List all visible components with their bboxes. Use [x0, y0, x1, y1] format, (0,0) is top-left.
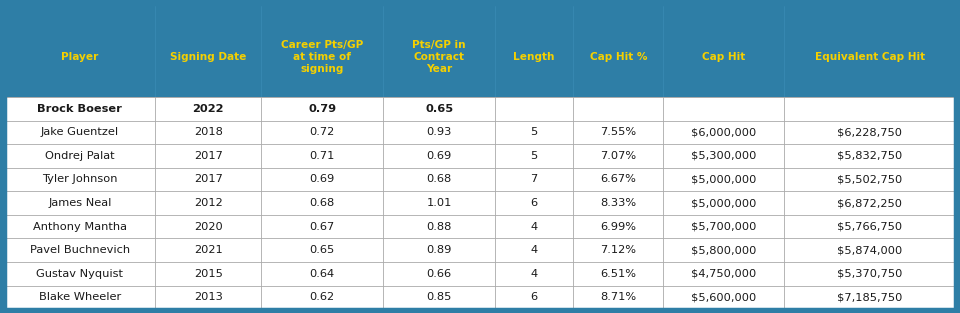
- Bar: [5, 121, 955, 144]
- Bar: [5, 191, 955, 215]
- Text: $5,000,000: $5,000,000: [691, 198, 756, 208]
- Text: Length: Length: [514, 52, 555, 62]
- Bar: [5, 215, 955, 239]
- Text: $6,000,000: $6,000,000: [691, 127, 756, 137]
- Text: 4: 4: [531, 222, 538, 232]
- Text: Jake Guentzel: Jake Guentzel: [41, 127, 119, 137]
- Text: Player: Player: [61, 52, 99, 62]
- Text: 5: 5: [531, 151, 538, 161]
- Text: $5,370,750: $5,370,750: [837, 269, 902, 279]
- Text: 6: 6: [531, 292, 538, 302]
- Text: 2015: 2015: [194, 269, 223, 279]
- Text: 0.67: 0.67: [310, 222, 335, 232]
- Text: 0.72: 0.72: [310, 127, 335, 137]
- Text: $5,300,000: $5,300,000: [691, 151, 756, 161]
- Text: 2017: 2017: [194, 151, 223, 161]
- Text: Career Pts/GP
at time of
signing: Career Pts/GP at time of signing: [281, 40, 363, 74]
- Text: 8.71%: 8.71%: [600, 292, 636, 302]
- Text: 0.68: 0.68: [310, 198, 335, 208]
- Text: James Neal: James Neal: [48, 198, 111, 208]
- Text: $7,185,750: $7,185,750: [837, 292, 902, 302]
- Text: 6: 6: [531, 198, 538, 208]
- Text: 7.12%: 7.12%: [600, 245, 636, 255]
- Text: $4,750,000: $4,750,000: [691, 269, 756, 279]
- Text: Gustav Nyquist: Gustav Nyquist: [36, 269, 124, 279]
- Text: 6.99%: 6.99%: [600, 222, 636, 232]
- Text: 1.01: 1.01: [426, 198, 452, 208]
- Text: $5,000,000: $5,000,000: [691, 174, 756, 184]
- Text: 2018: 2018: [194, 127, 223, 137]
- Text: 2013: 2013: [194, 292, 223, 302]
- Text: 0.93: 0.93: [426, 127, 452, 137]
- Text: Signing Date: Signing Date: [170, 52, 247, 62]
- Bar: [5, 239, 955, 262]
- Bar: [5, 4, 955, 97]
- Text: 8.33%: 8.33%: [600, 198, 636, 208]
- Text: 2021: 2021: [194, 245, 223, 255]
- Text: 0.89: 0.89: [426, 245, 452, 255]
- Text: $5,700,000: $5,700,000: [691, 222, 756, 232]
- Text: $6,872,250: $6,872,250: [837, 198, 902, 208]
- Bar: [5, 168, 955, 191]
- Text: 0.88: 0.88: [426, 222, 452, 232]
- Text: Pts/GP in
Contract
Year: Pts/GP in Contract Year: [413, 40, 466, 74]
- Text: 7.55%: 7.55%: [600, 127, 636, 137]
- Text: Brock Boeser: Brock Boeser: [37, 104, 122, 114]
- Text: Cap Hit %: Cap Hit %: [589, 52, 647, 62]
- Text: 7.07%: 7.07%: [600, 151, 636, 161]
- Text: 5: 5: [531, 127, 538, 137]
- Text: 0.66: 0.66: [426, 269, 452, 279]
- Text: 0.79: 0.79: [308, 104, 336, 114]
- Bar: [5, 97, 955, 121]
- Text: $5,766,750: $5,766,750: [837, 222, 902, 232]
- Text: 0.65: 0.65: [425, 104, 453, 114]
- Text: $5,874,000: $5,874,000: [837, 245, 902, 255]
- Text: 0.71: 0.71: [309, 151, 335, 161]
- Text: 6.67%: 6.67%: [600, 174, 636, 184]
- Text: $5,832,750: $5,832,750: [837, 151, 902, 161]
- Text: $5,502,750: $5,502,750: [837, 174, 902, 184]
- Bar: [5, 286, 955, 309]
- Text: 4: 4: [531, 245, 538, 255]
- Text: Blake Wheeler: Blake Wheeler: [38, 292, 121, 302]
- Text: 0.69: 0.69: [426, 151, 452, 161]
- Text: 2020: 2020: [194, 222, 223, 232]
- Text: $6,228,750: $6,228,750: [837, 127, 902, 137]
- Text: Equivalent Cap Hit: Equivalent Cap Hit: [815, 52, 924, 62]
- Bar: [5, 262, 955, 286]
- Text: 2012: 2012: [194, 198, 223, 208]
- Text: 0.85: 0.85: [426, 292, 452, 302]
- Text: 0.62: 0.62: [310, 292, 335, 302]
- Text: 4: 4: [531, 269, 538, 279]
- Text: Anthony Mantha: Anthony Mantha: [33, 222, 127, 232]
- Text: 6.51%: 6.51%: [600, 269, 636, 279]
- Text: 0.69: 0.69: [310, 174, 335, 184]
- Text: Pavel Buchnevich: Pavel Buchnevich: [30, 245, 130, 255]
- Text: 0.65: 0.65: [310, 245, 335, 255]
- Text: 0.68: 0.68: [426, 174, 452, 184]
- Bar: [5, 144, 955, 168]
- Text: Tyler Johnson: Tyler Johnson: [42, 174, 118, 184]
- Text: Ondrej Palat: Ondrej Palat: [45, 151, 114, 161]
- Text: 0.64: 0.64: [310, 269, 335, 279]
- Text: 2017: 2017: [194, 174, 223, 184]
- Text: 2022: 2022: [192, 104, 224, 114]
- Text: 7: 7: [531, 174, 538, 184]
- Text: $5,600,000: $5,600,000: [691, 292, 756, 302]
- Text: $5,800,000: $5,800,000: [691, 245, 756, 255]
- Text: Cap Hit: Cap Hit: [702, 52, 745, 62]
